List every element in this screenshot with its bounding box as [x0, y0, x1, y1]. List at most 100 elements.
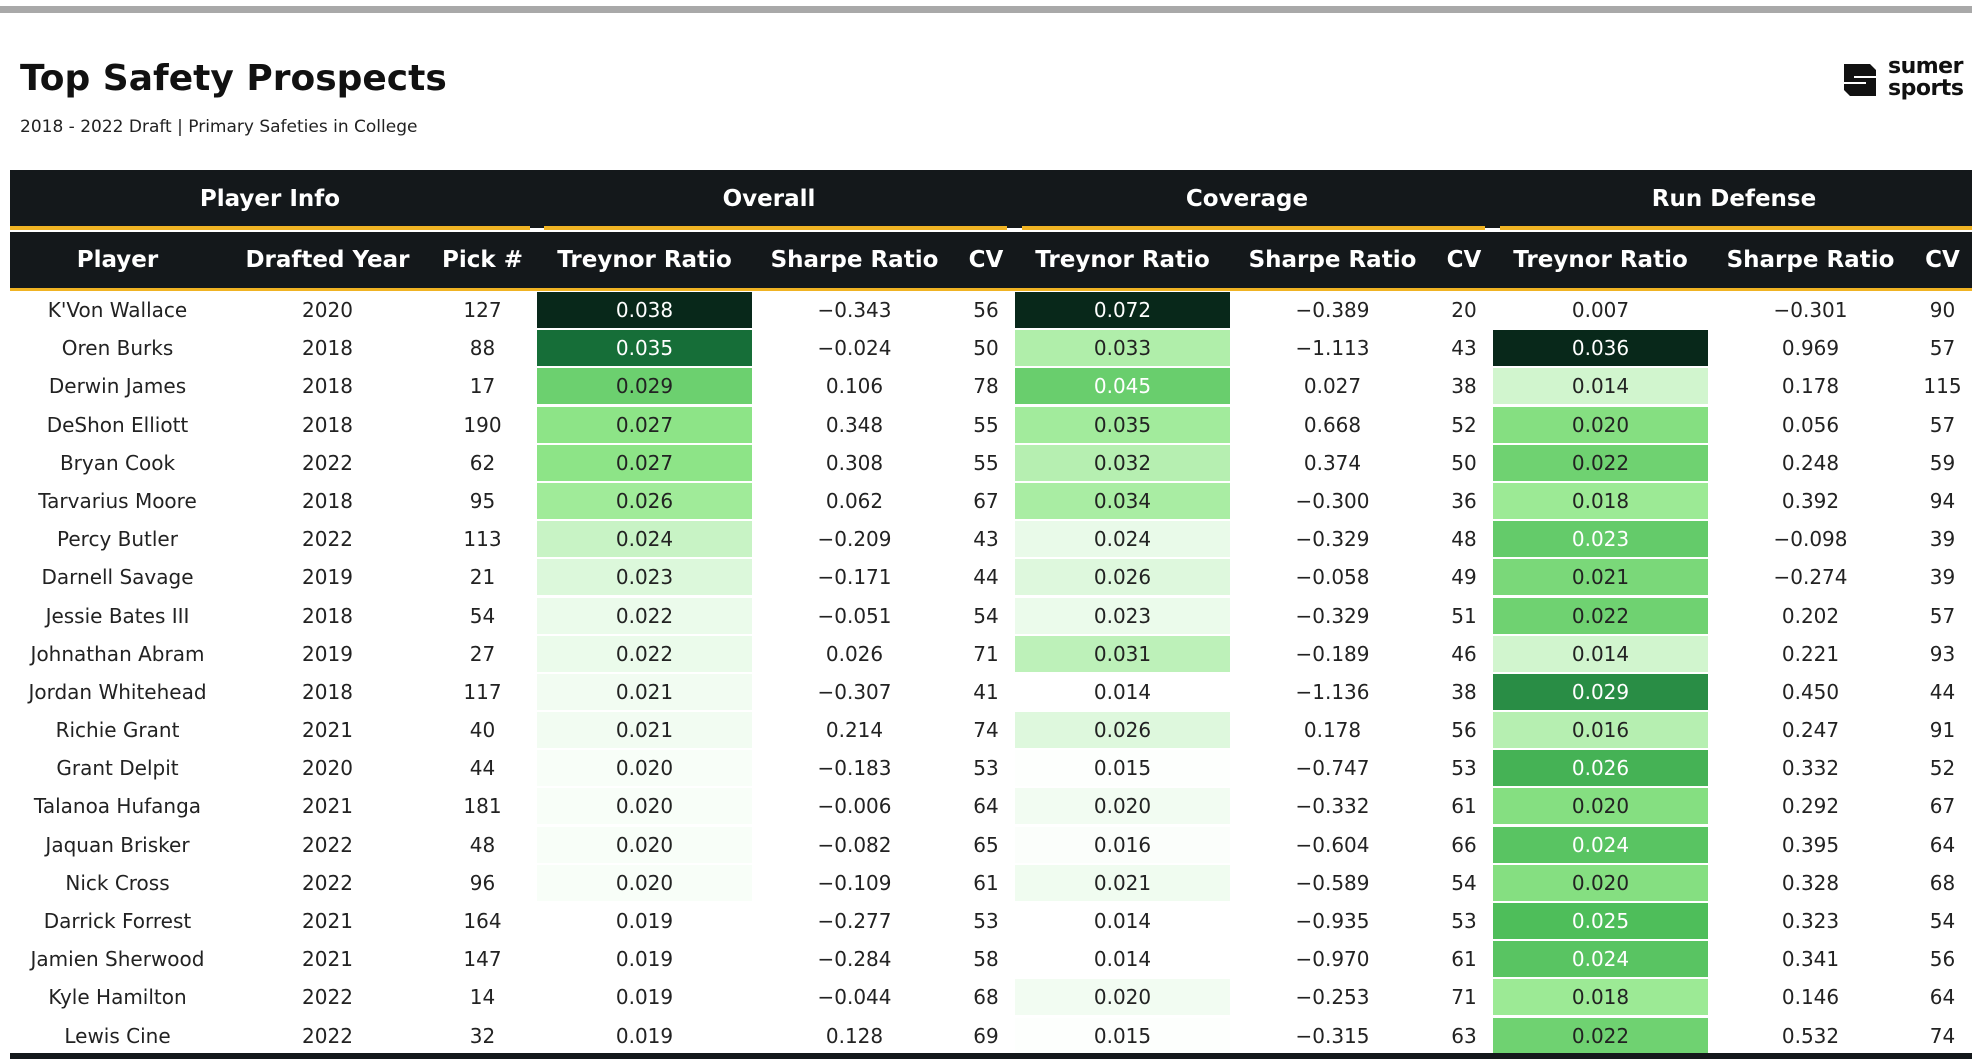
cell-pick: 88: [469, 336, 496, 361]
cell-pick: 147: [463, 947, 502, 972]
table-row: Kyle Hamilton 2022 14 0.019 −0.044 68 0.020 −0.…: [0, 978, 1972, 1016]
cell-coverage-treynor: 0.015: [1015, 1017, 1230, 1054]
cell-run-defense-treynor: 0.029: [1493, 673, 1708, 710]
cell-overall-treynor: 0.022: [537, 635, 752, 672]
cell-coverage-treynor: 0.020: [1015, 788, 1230, 825]
column-header-run-defense-cv: CV: [1925, 247, 1960, 273]
cell-overall-sharpe: −0.082: [817, 832, 892, 857]
cell-run-defense-treynor: 0.020: [1493, 788, 1708, 825]
cell-drafted-year: 2022: [302, 450, 353, 475]
table-row: Percy Butler 2022 113 0.024 −0.209 43 0.024 −0.…: [0, 520, 1972, 558]
cell-overall-treynor: 0.020: [537, 864, 752, 901]
cell-run-defense-cv: 39: [1929, 565, 1956, 590]
cell-coverage-treynor: 0.033: [1015, 330, 1230, 367]
cell-overall-cv: 69: [973, 1023, 999, 1048]
cell-run-defense-treynor: 0.021: [1493, 559, 1708, 596]
cell-coverage-treynor: 0.014: [1015, 673, 1230, 710]
column-header-player: Player: [76, 247, 159, 273]
cell-overall-cv: 68: [973, 985, 999, 1010]
cell-overall-sharpe: −0.171: [817, 565, 892, 590]
cell-drafted-year: 2018: [302, 488, 353, 513]
table-row: Derwin James 2018 17 0.029 0.106 78 0.045 0.027…: [0, 367, 1972, 405]
cell-overall-cv: 71: [973, 641, 999, 666]
cell-overall-cv: 54: [973, 603, 999, 628]
cell-player: Lewis Cine: [64, 1023, 171, 1048]
cell-pick: 190: [463, 412, 502, 437]
cell-run-defense-sharpe: 0.202: [1781, 603, 1840, 628]
cell-overall-treynor: 0.038: [537, 292, 752, 328]
cell-coverage-sharpe: −0.329: [1295, 527, 1370, 552]
column-header-coverage-treynor: Treynor Ratio: [1035, 247, 1210, 273]
column-header-overall-cv: CV: [968, 247, 1004, 273]
cell-coverage-sharpe: −0.253: [1295, 985, 1370, 1010]
group-header-overall: Overall: [722, 186, 816, 212]
table-row: Darnell Savage 2019 21 0.023 −0.171 44 0.026 −0…: [0, 558, 1972, 596]
cell-run-defense-treynor: 0.014: [1493, 635, 1708, 672]
cell-run-defense-cv: 57: [1929, 412, 1956, 437]
column-header-run-defense-sharpe: Sharpe Ratio: [1726, 247, 1895, 273]
cell-run-defense-cv: 94: [1929, 488, 1956, 513]
cell-coverage-treynor: 0.045: [1015, 368, 1230, 405]
cell-player: Jordan Whitehead: [28, 679, 207, 704]
cell-overall-sharpe: −0.051: [817, 603, 892, 628]
group-underline-run-defense: [1500, 226, 1972, 230]
column-header-overall-treynor: Treynor Ratio: [557, 247, 732, 273]
cell-pick: 21: [469, 565, 496, 590]
cell-overall-sharpe: −0.284: [817, 947, 892, 972]
cell-overall-treynor: 0.020: [537, 788, 752, 825]
cell-overall-treynor: 0.035: [537, 330, 752, 367]
cell-overall-treynor: 0.020: [537, 750, 752, 787]
cell-overall-treynor: 0.019: [537, 1017, 752, 1054]
cell-overall-sharpe: −0.209: [817, 527, 892, 552]
cell-overall-treynor: 0.023: [537, 559, 752, 596]
cell-overall-sharpe: 0.026: [825, 641, 884, 666]
cell-player: Percy Butler: [57, 527, 178, 552]
cell-run-defense-sharpe: 0.248: [1781, 450, 1840, 475]
sumer-sports-logo: sumer sports: [1840, 56, 1964, 104]
cell-pick: 113: [463, 527, 502, 552]
column-header-drafted-year: Drafted Year: [245, 247, 410, 273]
cell-coverage-cv: 50: [1451, 450, 1477, 475]
cell-drafted-year: 2021: [302, 947, 353, 972]
cell-overall-sharpe: 0.128: [825, 1023, 884, 1048]
group-header-coverage: Coverage: [1185, 186, 1309, 212]
logo-wordmark: sumer sports: [1888, 56, 1964, 100]
cell-overall-sharpe: −0.044: [817, 985, 892, 1010]
cell-overall-sharpe: −0.006: [817, 794, 892, 819]
cell-coverage-treynor: 0.026: [1015, 712, 1230, 749]
cell-drafted-year: 2022: [302, 985, 353, 1010]
cell-overall-cv: 53: [973, 756, 999, 781]
cell-player: Nick Cross: [65, 870, 170, 895]
cell-drafted-year: 2021: [302, 794, 353, 819]
cell-overall-cv: 74: [973, 718, 999, 743]
cell-pick: 48: [469, 832, 496, 857]
cell-coverage-treynor: 0.016: [1015, 826, 1230, 863]
cell-overall-sharpe: −0.024: [817, 336, 892, 361]
page-title: Top Safety Prospects: [20, 58, 447, 99]
group-header-run-defense: Run Defense: [1651, 186, 1817, 212]
cell-run-defense-cv: 68: [1929, 870, 1956, 895]
cell-overall-treynor: 0.029: [537, 368, 752, 405]
cell-overall-cv: 78: [973, 374, 999, 399]
cell-coverage-cv: 20: [1451, 298, 1477, 322]
table-row: Johnathan Abram 2019 27 0.022 0.026 71 0.031 −0…: [0, 635, 1972, 673]
table-row: Jaquan Brisker 2022 48 0.020 −0.082 65 0.016 −0…: [0, 826, 1972, 864]
cell-coverage-sharpe: −1.113: [1295, 336, 1370, 361]
cell-coverage-cv: 51: [1451, 603, 1477, 628]
cell-coverage-treynor: 0.015: [1015, 750, 1230, 787]
cell-coverage-cv: 36: [1451, 488, 1477, 513]
table-row: DeShon Elliott 2018 190 0.027 0.348 55 0.035 0.…: [0, 406, 1972, 444]
cell-run-defense-treynor: 0.007: [1493, 292, 1708, 328]
cell-pick: 14: [469, 985, 496, 1010]
cell-run-defense-treynor: 0.025: [1493, 903, 1708, 939]
cell-coverage-sharpe: 0.668: [1303, 412, 1362, 437]
cell-pick: 44: [469, 756, 496, 781]
cell-drafted-year: 2022: [302, 832, 353, 857]
cell-overall-treynor: 0.019: [537, 903, 752, 939]
cell-pick: 181: [463, 794, 502, 819]
cell-drafted-year: 2020: [302, 756, 353, 781]
cell-run-defense-treynor: 0.014: [1493, 368, 1708, 405]
cell-run-defense-cv: 74: [1929, 1023, 1956, 1048]
cell-coverage-cv: 66: [1451, 832, 1477, 857]
cell-overall-cv: 55: [973, 450, 999, 475]
